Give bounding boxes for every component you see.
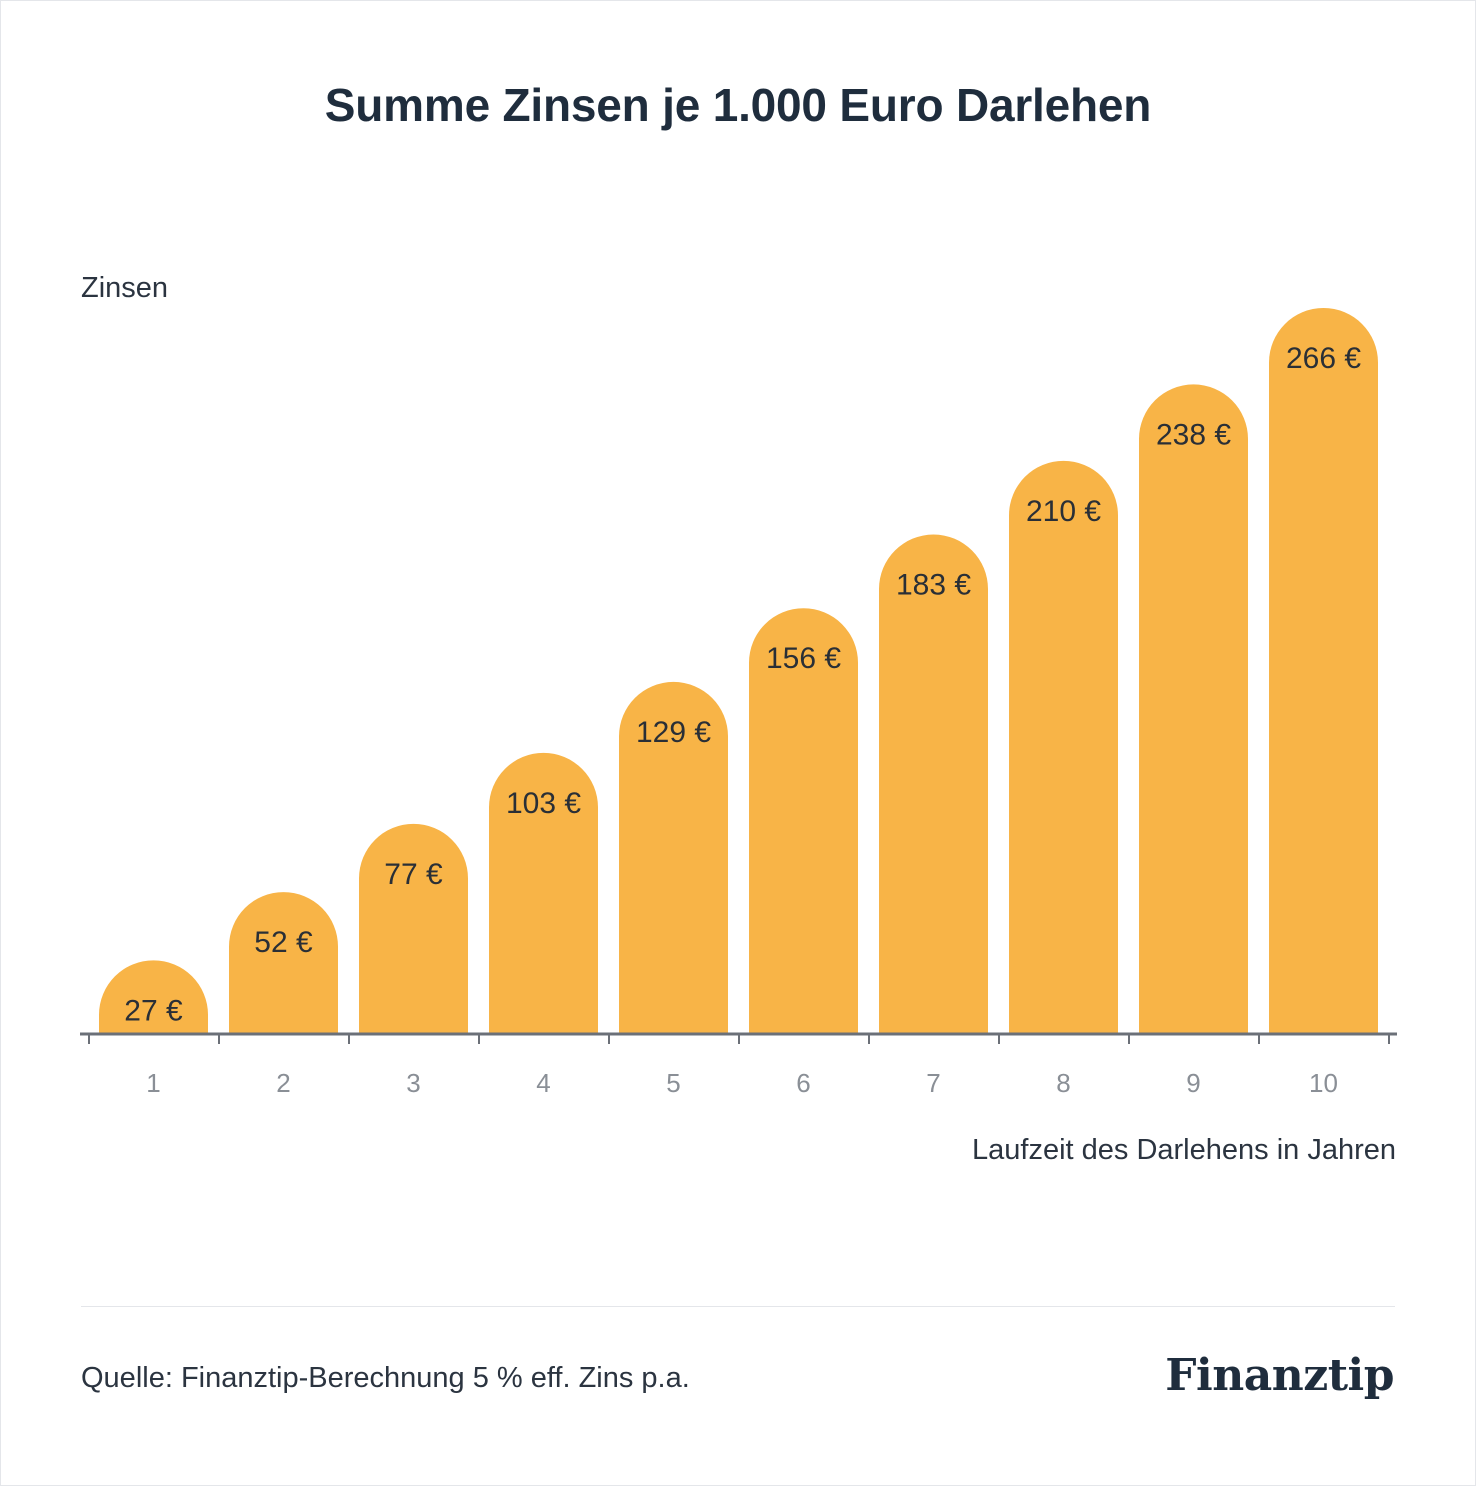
bar-value-label: 27 € [124,994,183,1027]
bar-value-label: 210 € [1026,495,1101,528]
bar-9 [1139,384,1248,1034]
x-tick-label: 8 [1056,1068,1070,1098]
x-tick-label: 3 [406,1068,420,1098]
bar-2 [229,892,338,1034]
footer-divider [81,1306,1395,1307]
bar-7 [879,534,988,1034]
bar-5 [619,681,728,1034]
bar-value-label: 156 € [766,642,841,675]
x-tick-label: 9 [1186,1068,1200,1098]
bar-8 [1009,460,1118,1034]
bar-value-label: 183 € [896,569,971,602]
y-axis-label: Zinsen [81,272,169,304]
bar-6 [749,608,858,1034]
x-axis-label: Laufzeit des Darlehens in Jahren [972,1134,1396,1166]
bar-value-label: 52 € [254,926,313,959]
bar-value-label: 238 € [1156,418,1231,451]
x-tick-label: 6 [796,1068,810,1098]
x-tick-label: 7 [926,1068,940,1098]
x-tick-label: 5 [666,1068,680,1098]
bar-value-label: 266 € [1286,342,1361,375]
source-note: Quelle: Finanztip-Berechnung 5 % eff. Zi… [81,1362,690,1394]
bar-10 [1269,307,1378,1034]
x-tick-label: 2 [276,1068,290,1098]
finanztip-logo: Finanztip [1165,1350,1394,1401]
bar-value-label: 129 € [636,716,711,749]
bar-3 [359,823,468,1034]
x-tick-label: 1 [146,1068,160,1098]
x-tick-label: 4 [536,1068,550,1098]
chart-title: Summe Zinsen je 1.000 Euro Darlehen [324,79,1152,131]
bar-value-label: 77 € [384,858,443,891]
bar-1 [99,960,208,1034]
x-tick-label: 10 [1309,1068,1338,1098]
bar-value-label: 103 € [506,787,581,820]
bar-4 [489,752,598,1034]
